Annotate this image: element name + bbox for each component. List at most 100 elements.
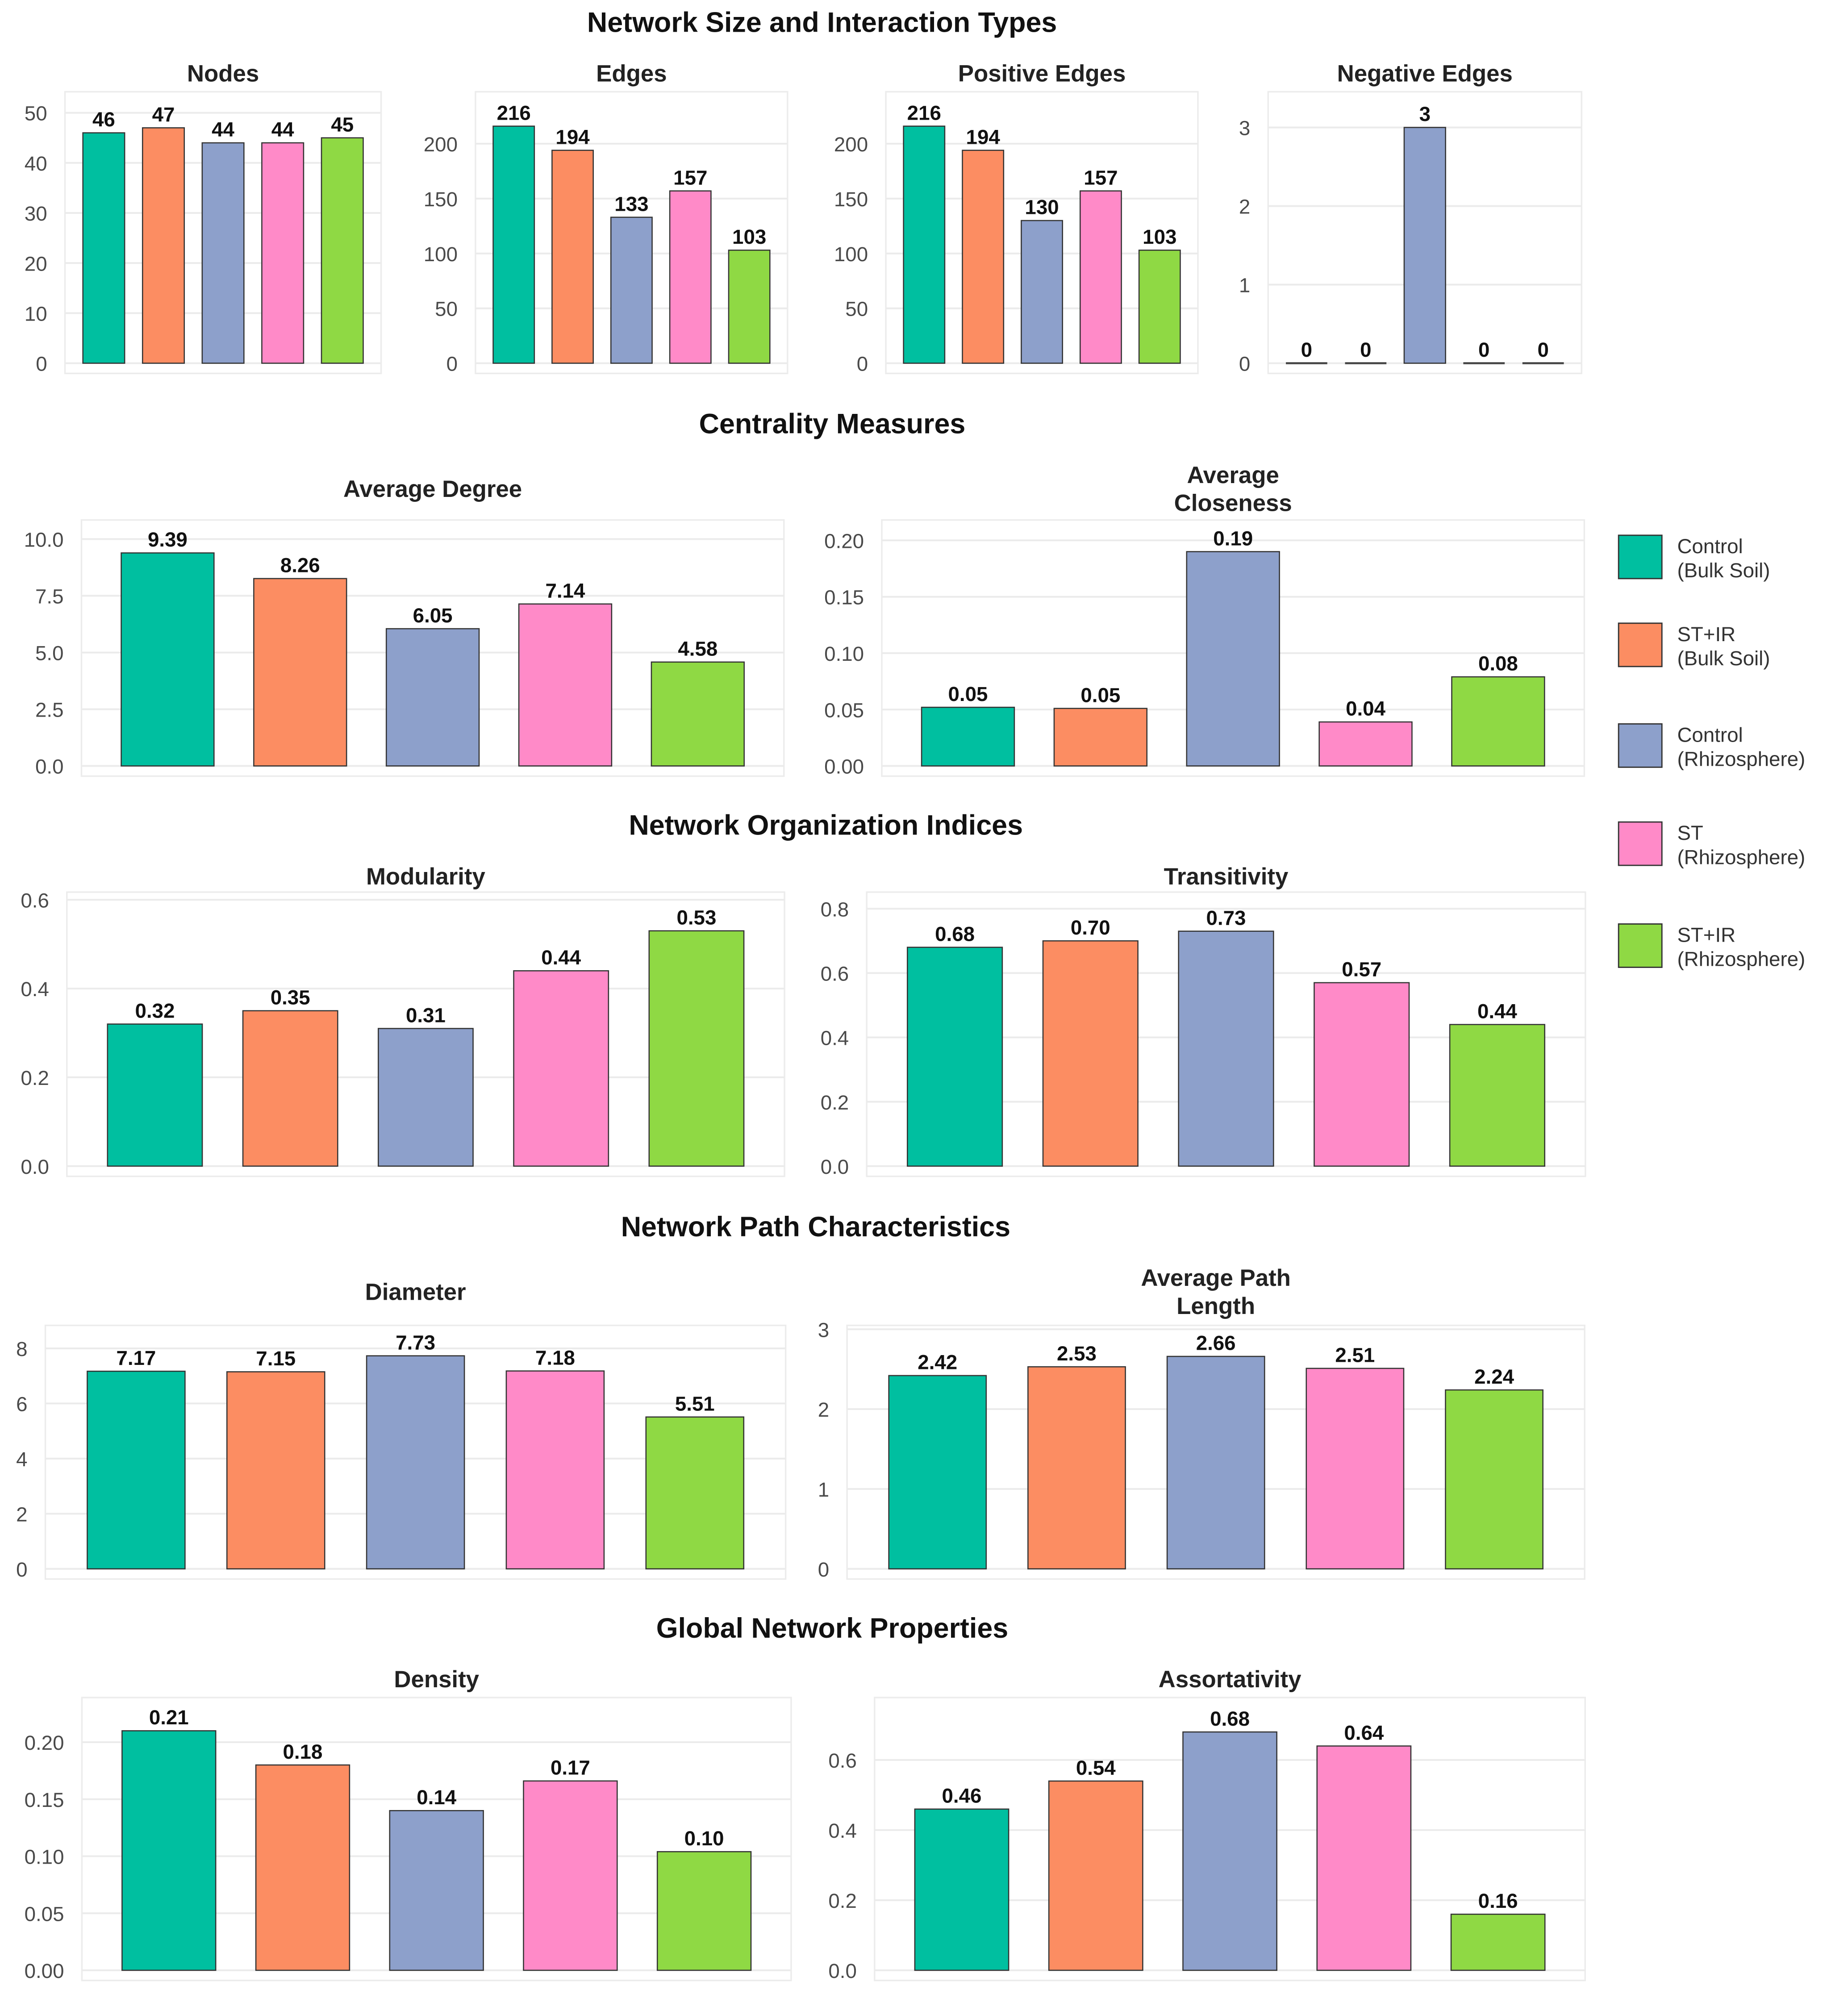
y-tick-label: 10.0 (24, 529, 64, 551)
bar (914, 1808, 1010, 1971)
y-tick-label: 2 (1239, 196, 1250, 218)
legend-label-line2: (Bulk Soil) (1677, 559, 1770, 582)
bar-chart-panel: Edges 0 50 100 150 200 216 194 133 157 103 (424, 61, 788, 375)
bar (903, 125, 946, 364)
chart-title: Negative Edges (1337, 61, 1513, 87)
bar-value-label: 216 (907, 101, 941, 124)
chart-title: Positive Edges (958, 61, 1126, 87)
bar-chart-panel: Assortativity 0.0 0.2 0.4 0.6 0.46 0.54 0.68 0.6… (828, 1666, 1586, 1982)
y-tick-label: 4 (16, 1448, 27, 1471)
bar (1138, 250, 1181, 364)
bar (610, 217, 653, 364)
bar-value-label: 7.17 (116, 1347, 156, 1369)
y-tick-label: 50 (845, 298, 868, 321)
bar (651, 661, 745, 767)
bar (1314, 982, 1410, 1167)
bar-value-label: 0.04 (1346, 697, 1385, 720)
legend-swatch (1618, 923, 1663, 968)
y-tick-label: 0.0 (21, 1156, 49, 1178)
bar-value-label: 2.42 (918, 1351, 957, 1374)
y-tick-label: 0.8 (821, 898, 849, 921)
bar (1318, 721, 1413, 767)
bar (378, 1028, 474, 1167)
bar-value-label: 0.64 (1344, 1721, 1384, 1744)
y-tick-label: 50 (435, 298, 458, 321)
legend-item: Control(Rhizosphere) (1618, 723, 1805, 770)
bar-value-label: 44 (271, 118, 294, 141)
y-tick-label: 20 (25, 252, 47, 275)
y-tick-label: 0 (818, 1558, 829, 1581)
bar (1445, 1389, 1543, 1570)
bar-value-label: 2.53 (1057, 1342, 1097, 1365)
y-tick-label: 40 (25, 152, 47, 175)
bar-value-label: 7.14 (546, 579, 585, 602)
y-tick-label: 0.4 (821, 1027, 849, 1050)
bar-value-label: 0.17 (551, 1756, 590, 1779)
bar-chart-panel: Transitivity 0.0 0.2 0.4 0.6 0.8 0.68 0.70 0.73 0… (821, 864, 1586, 1178)
y-tick-label: 0.2 (21, 1067, 49, 1089)
bar (242, 1010, 338, 1167)
legend-label-line2: (Rhizosphere) (1677, 846, 1805, 868)
y-tick-label: 0.05 (25, 1902, 64, 1925)
bar (1048, 1780, 1143, 1971)
bar-chart-panel: Positive Edges 0 50 100 150 200 216 194 130 157 10… (834, 61, 1199, 375)
bar (523, 1780, 618, 1971)
legend-label-line2: (Rhizosphere) (1677, 747, 1805, 770)
bar (107, 1023, 203, 1167)
y-tick-label: 0.6 (828, 1749, 856, 1772)
bar-value-label: 5.51 (675, 1392, 715, 1415)
bar-value-label: 0.53 (676, 906, 716, 929)
legend-swatch (1618, 723, 1663, 768)
y-tick-label: 0 (857, 353, 868, 375)
bar (255, 1764, 350, 1971)
bar-value-label: 0.57 (1342, 958, 1381, 981)
y-tick-label: 0 (36, 353, 47, 375)
y-tick-label: 150 (424, 188, 458, 211)
y-tick-label: 30 (25, 202, 47, 225)
y-tick-label: 0 (446, 353, 458, 375)
y-tick-label: 100 (424, 243, 458, 266)
legend-label-line1: ST+IR (1677, 623, 1735, 646)
bar-value-label: 194 (555, 125, 590, 148)
bar-value-label: 2.51 (1335, 1344, 1375, 1367)
bar-value-label: 130 (1025, 196, 1059, 219)
bar-chart-panel: Nodes 0 10 20 30 40 50 46 47 44 44 45 (25, 61, 382, 375)
y-tick-label: 0.2 (828, 1890, 856, 1912)
bar (518, 603, 613, 767)
bar (921, 706, 1015, 767)
y-tick-label: 6 (16, 1393, 27, 1416)
y-tick-label: 0.05 (824, 699, 864, 722)
y-tick-label: 100 (834, 243, 868, 266)
bar (505, 1370, 605, 1570)
bar (201, 142, 245, 364)
bar (1053, 708, 1148, 767)
bar-chart-panel: Density 0.00 0.05 0.10 0.15 0.20 0.21 0.18 0.14 0… (25, 1666, 792, 1982)
bar (1403, 127, 1446, 364)
bar-value-label: 6.05 (413, 604, 453, 627)
bar-value-label: 0.19 (1213, 527, 1253, 550)
bar (1306, 1368, 1405, 1570)
bar-value-label: 0.46 (942, 1785, 982, 1807)
legend-label-line1: Control (1677, 535, 1743, 558)
legend-swatch (1618, 821, 1663, 866)
y-tick-label: 0.2 (821, 1091, 849, 1114)
bar (1027, 1366, 1126, 1570)
bar-value-label: 8.26 (280, 554, 320, 577)
bar (1451, 676, 1545, 767)
bar-value-label: 0.14 (417, 1786, 456, 1809)
y-tick-label: 0.15 (25, 1789, 64, 1811)
bar-value-label: 103 (1143, 225, 1176, 248)
bar-value-label: 2.66 (1196, 1332, 1236, 1355)
bar-value-label: 4.58 (678, 638, 718, 660)
y-tick-label: 3 (1239, 117, 1250, 140)
bar-value-label: 3 (1419, 103, 1431, 125)
y-tick-label: 0.20 (25, 1731, 64, 1754)
bar-value-label: 0.32 (135, 999, 175, 1022)
section-title-organization: Network Organization Indices (629, 810, 1023, 841)
bar-value-label: 157 (673, 166, 707, 189)
bar-value-label: 103 (732, 225, 766, 248)
y-tick-label: 0.10 (25, 1846, 64, 1869)
bar (669, 190, 712, 364)
bar-value-label: 0.21 (149, 1706, 189, 1729)
